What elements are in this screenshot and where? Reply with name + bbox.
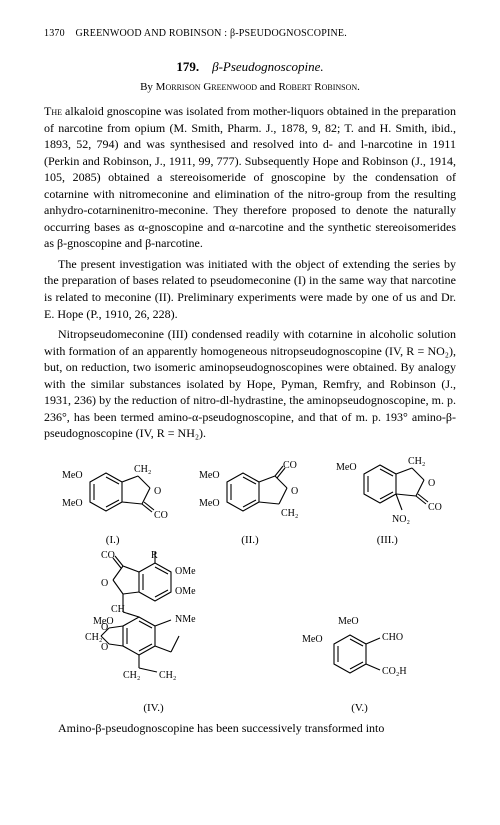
structures-row-1: MeO MeO CH₂ O CO (I.) <box>44 450 456 546</box>
svg-text:O: O <box>154 486 161 497</box>
svg-text:CO: CO <box>101 550 115 561</box>
svg-text:NMe: NMe <box>175 614 196 625</box>
title-number: 179. <box>176 59 199 74</box>
label-V: (V.) <box>351 702 368 714</box>
svg-text:R: R <box>151 550 158 561</box>
paragraph-1: The alkaloid gnoscopine was isolated fro… <box>44 103 456 252</box>
structure-IV: R CO O OMe OMe CH MeO NMe CH₂ O O CH₂ CH… <box>79 550 229 714</box>
svg-text:O: O <box>101 642 108 653</box>
svg-text:CHO: CHO <box>382 632 403 643</box>
svg-text:OMe: OMe <box>175 566 196 577</box>
structures-row-2: R CO O OMe OMe CH MeO NMe CH₂ O O CH₂ CH… <box>44 550 456 714</box>
label-III: (III.) <box>377 534 398 546</box>
svg-text:MeO: MeO <box>199 470 220 481</box>
svg-text:CH: CH <box>111 604 125 615</box>
byline: By Morrison Greenwood and Robert Robinso… <box>44 81 456 93</box>
svg-text:CO₂H: CO₂H <box>382 666 407 677</box>
svg-text:OMe: OMe <box>175 586 196 597</box>
svg-text:MeO: MeO <box>62 470 83 481</box>
svg-text:NO₂: NO₂ <box>392 514 410 525</box>
svg-text:O: O <box>291 486 298 497</box>
svg-text:CO: CO <box>428 502 442 513</box>
svg-text:CH₂: CH₂ <box>281 508 298 519</box>
svg-text:CO: CO <box>154 510 168 521</box>
running-head-text: GREENWOOD AND ROBINSON : β-PSEUDOGNOSCOP… <box>76 28 347 39</box>
structure-III: MeO CH₂ O CO NO₂ (III.) <box>328 450 446 546</box>
paragraph-4: Amino-β-pseudognoscopine has been succes… <box>44 720 456 737</box>
svg-text:CH₂: CH₂ <box>85 632 102 643</box>
running-head: 1370 GREENWOOD AND ROBINSON : β-PSEUDOGN… <box>44 28 456 39</box>
svg-text:CH₂: CH₂ <box>159 670 176 681</box>
structure-V: MeO MeO CHO CO₂H (V.) <box>298 610 422 714</box>
svg-text:CO: CO <box>283 460 297 471</box>
svg-text:MeO: MeO <box>62 498 83 509</box>
svg-text:O: O <box>101 622 108 633</box>
structure-I: MeO MeO CH₂ O CO (I.) <box>54 458 172 546</box>
paragraph-3: Nitropseudomeconine (III) condensed read… <box>44 326 456 442</box>
label-I: (I.) <box>106 534 120 546</box>
article-title: 179. β-Pseudognoscopine. <box>44 59 456 75</box>
page-number: 1370 <box>44 28 65 39</box>
paragraph-2: The present investigation was initiated … <box>44 256 456 322</box>
svg-text:CH₂: CH₂ <box>408 456 425 467</box>
structure-II: MeO MeO CO O CH₂ (II.) <box>191 458 309 546</box>
author-2: Robert Robinson <box>278 81 357 93</box>
svg-text:MeO: MeO <box>338 616 359 627</box>
svg-text:O: O <box>428 478 435 489</box>
title-name: β-Pseudognoscopine. <box>212 59 324 74</box>
svg-text:O: O <box>101 578 108 589</box>
svg-text:CH₂: CH₂ <box>134 464 151 475</box>
svg-text:CH₂: CH₂ <box>123 670 140 681</box>
svg-text:MeO: MeO <box>302 634 323 645</box>
svg-text:MeO: MeO <box>199 498 220 509</box>
svg-text:MeO: MeO <box>336 462 357 473</box>
label-II: (II.) <box>241 534 258 546</box>
author-1: Morrison Greenwood <box>156 81 257 93</box>
label-IV: (IV.) <box>143 702 163 714</box>
